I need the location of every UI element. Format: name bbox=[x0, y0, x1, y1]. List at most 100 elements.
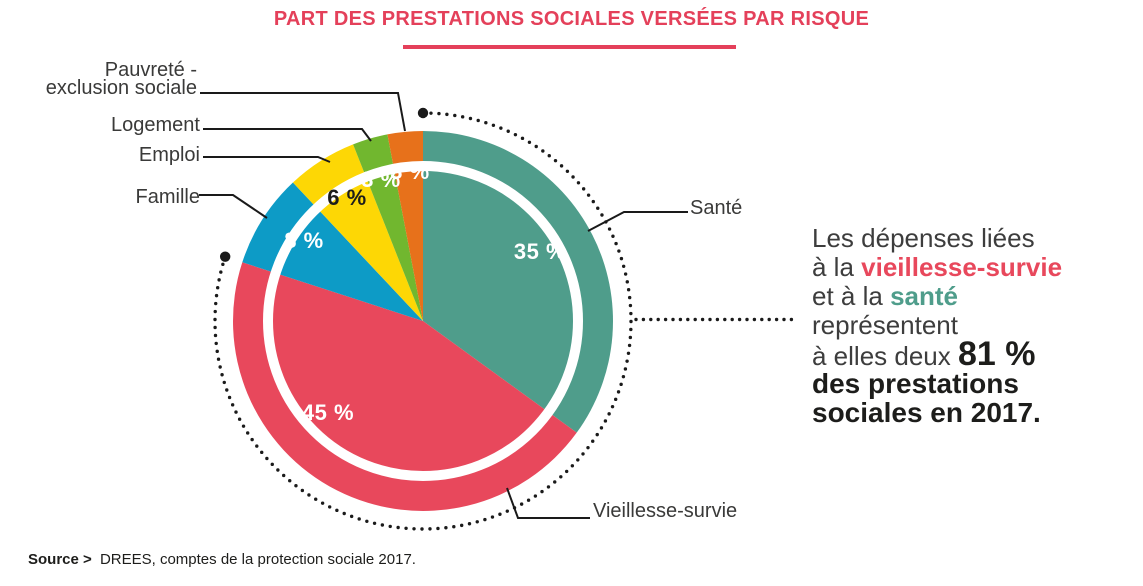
dot bbox=[619, 382, 623, 387]
dot bbox=[453, 113, 457, 118]
dot bbox=[505, 509, 509, 513]
label-logement: Logement bbox=[111, 114, 200, 136]
dot bbox=[715, 317, 720, 322]
dot bbox=[213, 333, 218, 338]
dot bbox=[412, 527, 416, 531]
dotted-highlight-arc bbox=[213, 107, 794, 531]
dot bbox=[437, 111, 441, 116]
dot bbox=[656, 317, 660, 322]
dot bbox=[335, 508, 339, 513]
dot bbox=[737, 317, 742, 322]
dot bbox=[534, 144, 538, 149]
dot bbox=[484, 121, 488, 125]
dot bbox=[388, 524, 392, 529]
annotation-block: Les dépenses liées à la vieillesse-survi… bbox=[812, 223, 1062, 428]
dot bbox=[221, 262, 225, 267]
pie-slice-2 bbox=[242, 182, 423, 321]
annotation-line-2: à la vieillesse-survie bbox=[812, 253, 1062, 282]
dot bbox=[246, 431, 250, 435]
dot bbox=[591, 199, 595, 204]
dot bbox=[506, 129, 510, 133]
dot bbox=[444, 526, 448, 530]
dot bbox=[596, 206, 600, 210]
dot bbox=[429, 111, 433, 115]
pie-slice-5 bbox=[387, 131, 423, 321]
dot bbox=[708, 317, 712, 322]
pct-label-pauvrete: 3 % bbox=[390, 159, 430, 184]
dot bbox=[627, 295, 632, 300]
dot bbox=[586, 445, 590, 450]
dot bbox=[357, 517, 361, 521]
leader-line-sante bbox=[587, 211, 688, 232]
dot bbox=[404, 526, 408, 531]
dot bbox=[623, 367, 628, 371]
dot bbox=[225, 388, 229, 392]
dot bbox=[213, 325, 217, 330]
dot bbox=[452, 525, 456, 529]
dot bbox=[616, 390, 621, 394]
dot bbox=[519, 502, 524, 506]
dot bbox=[214, 293, 219, 298]
dot bbox=[626, 287, 631, 292]
dot bbox=[349, 514, 354, 519]
dot bbox=[294, 483, 298, 488]
pct-label-vieillesse: 45 % bbox=[301, 400, 355, 425]
dot bbox=[220, 373, 224, 377]
dot bbox=[300, 488, 305, 493]
dot bbox=[604, 220, 608, 224]
dot bbox=[230, 403, 235, 407]
pct-label-famille: 8 % bbox=[284, 228, 324, 253]
dot bbox=[546, 485, 551, 489]
dot bbox=[428, 527, 432, 531]
dot bbox=[581, 452, 585, 456]
leader-line-vieillesse bbox=[506, 487, 590, 519]
dot bbox=[513, 132, 518, 137]
dot bbox=[610, 404, 615, 409]
dot bbox=[320, 501, 325, 505]
dot bbox=[265, 456, 269, 461]
dot bbox=[628, 335, 633, 340]
pct-label-logement: 3 % bbox=[361, 167, 401, 192]
dot bbox=[559, 164, 564, 168]
dot bbox=[723, 317, 727, 322]
dot bbox=[600, 213, 604, 217]
source-text: DREES, comptes de la protection sociale … bbox=[95, 551, 416, 568]
dot bbox=[595, 432, 599, 437]
source-line: Source > DREES, comptes de la protection… bbox=[28, 551, 416, 568]
dot bbox=[625, 359, 629, 363]
dot bbox=[581, 187, 586, 191]
dot bbox=[396, 525, 400, 530]
pie-slice-3 bbox=[292, 144, 423, 321]
dot bbox=[520, 136, 525, 141]
dot bbox=[629, 311, 633, 316]
dot bbox=[693, 317, 697, 322]
leader-line-emploi bbox=[203, 156, 331, 163]
dot bbox=[571, 175, 575, 179]
dot bbox=[547, 154, 551, 158]
dot bbox=[234, 410, 238, 414]
dot bbox=[619, 256, 624, 261]
dot bbox=[623, 272, 628, 276]
dot bbox=[445, 112, 449, 117]
dot bbox=[512, 506, 517, 510]
dot bbox=[214, 301, 218, 306]
pie-slice-1 bbox=[233, 262, 577, 511]
dot bbox=[564, 469, 569, 474]
dot bbox=[752, 317, 757, 322]
dot bbox=[365, 519, 369, 523]
dot bbox=[215, 349, 219, 354]
leader-lines bbox=[199, 92, 688, 519]
dot bbox=[553, 158, 558, 163]
dot bbox=[270, 462, 274, 467]
annotation-text: à la bbox=[812, 252, 862, 282]
dot bbox=[603, 419, 608, 423]
dot bbox=[282, 473, 286, 478]
dot bbox=[307, 493, 311, 497]
dot bbox=[686, 317, 690, 322]
annotation-text: Les dépenses liées bbox=[812, 223, 1035, 253]
annotation-line-7: sociales en 2017. bbox=[812, 397, 1041, 428]
dot bbox=[782, 317, 786, 322]
dot bbox=[237, 417, 242, 421]
dot bbox=[276, 468, 280, 472]
dot bbox=[576, 458, 580, 462]
